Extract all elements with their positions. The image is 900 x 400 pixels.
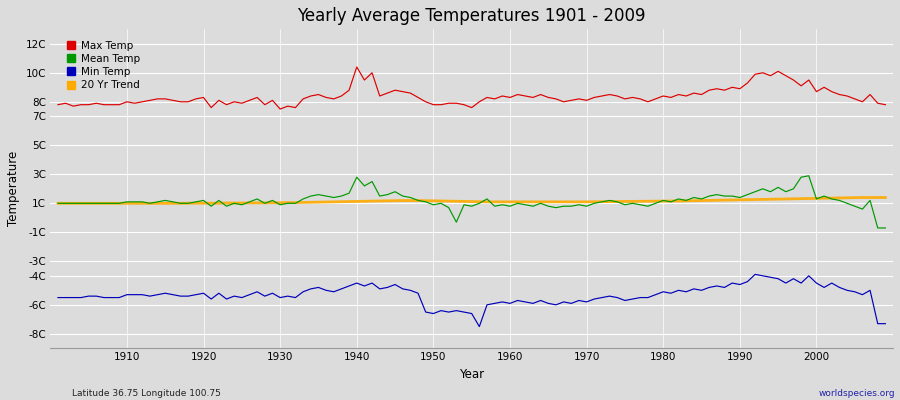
Legend: Max Temp, Mean Temp, Min Temp, 20 Yr Trend: Max Temp, Mean Temp, Min Temp, 20 Yr Tre… (64, 38, 143, 93)
Text: worldspecies.org: worldspecies.org (819, 389, 896, 398)
X-axis label: Year: Year (459, 368, 484, 381)
Title: Yearly Average Temperatures 1901 - 2009: Yearly Average Temperatures 1901 - 2009 (297, 7, 646, 25)
Text: Latitude 36.75 Longitude 100.75: Latitude 36.75 Longitude 100.75 (72, 389, 220, 398)
Y-axis label: Temperature: Temperature (7, 151, 20, 226)
